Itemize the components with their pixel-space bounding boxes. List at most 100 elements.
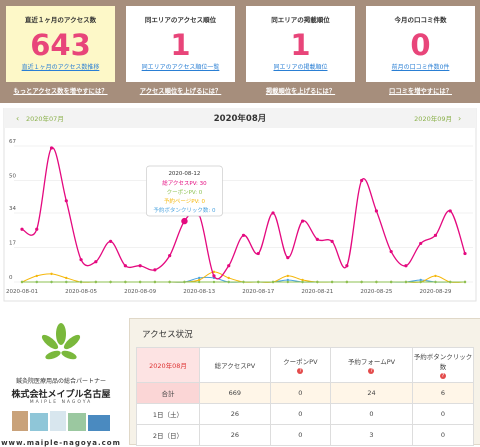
y-tick-label: 50 (9, 174, 16, 180)
summary: 直近１ヶ月のアクセス数 643 直近１ヶ月のアクセス数推移 同エリアのアクセス順位 1… (0, 0, 480, 103)
header-cell: 総アクセスPV (199, 347, 271, 383)
point (212, 274, 216, 278)
y-tick-label: 17 (9, 240, 16, 246)
table-cell: 26 (199, 403, 271, 425)
x-tick-label: 2020-08-13 (183, 289, 215, 295)
tip-link[interactable]: 口コミを増やすには？ (389, 88, 452, 95)
point (404, 264, 408, 268)
nav-bar (4, 108, 476, 128)
point (463, 280, 467, 284)
ad-tagline: 鍼灸院医療用品の総合パートナー (15, 378, 106, 385)
point (64, 199, 68, 203)
point (94, 260, 98, 264)
help-icon[interactable]: ? (440, 373, 446, 379)
point (345, 280, 349, 284)
logo (41, 323, 81, 360)
point (419, 280, 422, 284)
card-link[interactable]: 直近１ヶ月のアクセス数推移 (21, 64, 100, 71)
header-text: 予約ボタンクリック数 (413, 353, 473, 371)
header-cell: 2020年08月 (136, 347, 200, 383)
y-tick-label: 67 (9, 139, 16, 145)
point (360, 178, 364, 183)
point (20, 227, 24, 231)
point (212, 280, 216, 284)
point (419, 241, 423, 246)
tooltip-title: 2020-08-12 (168, 171, 200, 177)
point (35, 274, 38, 278)
tooltip-line: 総アクセスPV: 30 (162, 179, 207, 187)
point (286, 274, 289, 278)
nav-arrow[interactable]: › (458, 114, 461, 123)
help-icon[interactable]: ? (297, 368, 304, 374)
card-link[interactable]: 前月の口コミ件数0件 (391, 64, 450, 71)
point (227, 276, 230, 280)
nav-arrow[interactable]: ‹ (16, 114, 19, 123)
point (389, 249, 393, 254)
point (153, 280, 157, 284)
table-cell: 0 (412, 424, 474, 446)
header-text: 予約フォームPV (347, 358, 396, 366)
card: 直近１ヶ月のアクセス数 643 直近１ヶ月のアクセス数推移 (6, 6, 115, 82)
table-cell: 0 (269, 382, 331, 404)
tip-link[interactable]: アクセス順位を上げるには？ (139, 88, 222, 95)
card: 今月の口コミ件数 0 前月の口コミ件数0件 (366, 6, 475, 82)
table-cell: 0 (269, 424, 331, 446)
point (286, 280, 289, 284)
ad-company: 株式会社メイプル名古屋 (11, 390, 111, 400)
chart: ‹ 2020年07月 2020年08月 2020年09月 › 0 17 34 50 67… (3, 108, 477, 302)
point (227, 280, 230, 284)
point (153, 268, 157, 272)
x-tick-label: 2020-08-21 (301, 289, 333, 295)
x-tick-label: 2020-08-25 (360, 289, 392, 295)
point (138, 280, 142, 284)
point (109, 239, 113, 244)
card-link[interactable]: 同エリアのアクセス順位一覧 (141, 64, 220, 71)
x-tick-label: 2020-08-01 (6, 289, 38, 295)
point (212, 270, 216, 274)
point (330, 280, 334, 284)
hover-point (181, 217, 188, 225)
point (256, 251, 260, 256)
table-cell: 26 (199, 424, 271, 446)
table-cell: 2日（日） (136, 424, 200, 446)
point (20, 280, 24, 284)
point (286, 256, 290, 260)
tip-link[interactable]: 掲載順位を上げるには？ (265, 88, 336, 95)
ad-roman: MAIPLE NAGOYA (29, 400, 93, 405)
header-text: クーポンPV (283, 358, 318, 366)
point (241, 233, 246, 237)
x-tick-label: 2020-08-05 (65, 289, 97, 295)
point (183, 280, 186, 284)
card: 同エリアのアクセス順位 1 同エリアのアクセス順位一覧 (126, 6, 235, 82)
table-cell: 3 (329, 424, 414, 446)
table-cell: 0 (329, 403, 414, 425)
chart-frame (3, 108, 477, 302)
nav-next[interactable]: 2020年09月 (414, 114, 452, 123)
point (271, 211, 275, 215)
ad-products (12, 411, 110, 431)
point (301, 278, 304, 282)
card-value: 643 (30, 28, 91, 62)
card-value: 0 (410, 28, 431, 62)
point (227, 264, 231, 268)
y-tick-label: 0 (9, 275, 13, 281)
tooltip-line: クーポンPV: 0 (167, 189, 203, 196)
table-cell: 0 (269, 403, 331, 425)
table-cell: 1日（土） (136, 403, 200, 425)
tip-link[interactable]: もっとアクセス数を増やすには？ (13, 88, 108, 95)
table-cell: 669 (199, 382, 271, 404)
help-icon[interactable]: ? (368, 368, 375, 374)
point (286, 278, 289, 282)
point (94, 280, 98, 284)
point (434, 280, 437, 284)
point (124, 280, 127, 284)
header-cell: クーポンPV? (269, 347, 331, 383)
ad-url: www.maiple-nagoya.com (1, 439, 121, 447)
card-link[interactable]: 同エリアの掲載順位 (273, 64, 328, 71)
nav-prev[interactable]: 2020年07月 (26, 114, 64, 123)
point (79, 258, 83, 262)
point (463, 251, 467, 256)
advert[interactable]: 鍼灸院医療用品の総合パートナー 株式会社メイプル名古屋 MAIPLE NAGOY… (0, 308, 122, 447)
point (434, 274, 437, 278)
